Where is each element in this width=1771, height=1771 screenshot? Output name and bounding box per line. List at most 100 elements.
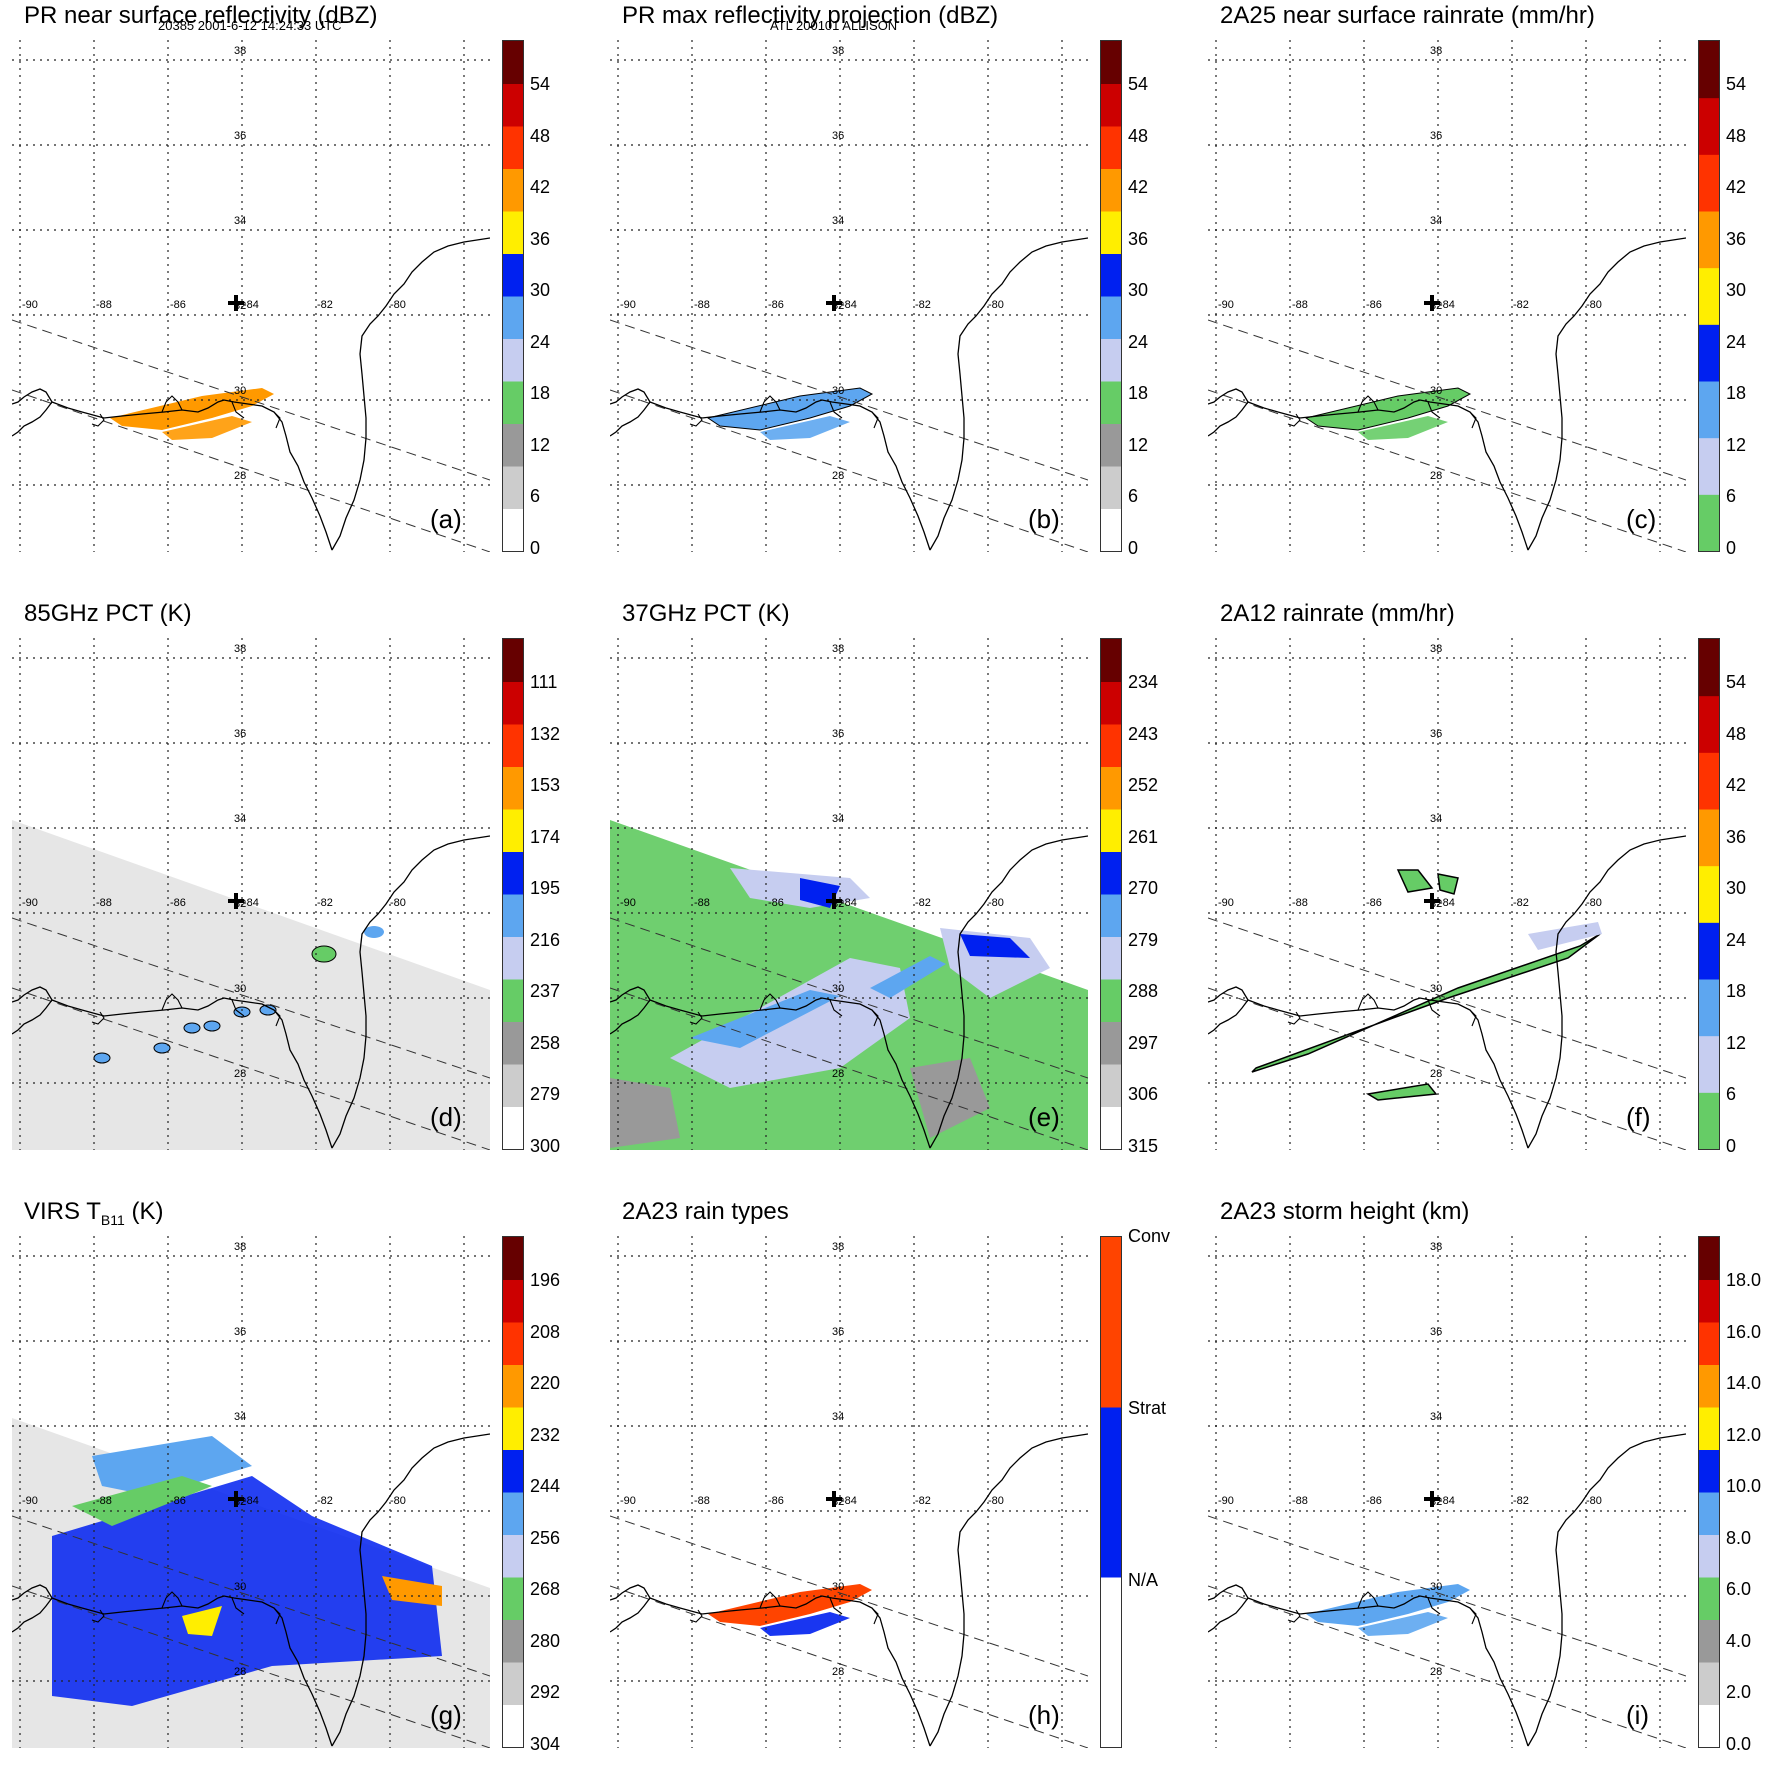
lon-label: -84 <box>243 897 259 909</box>
colorbar-tick-label: N/A <box>1128 1570 1159 1590</box>
colorbar-tick-label: 288 <box>1128 981 1159 1001</box>
lon-label: -90 <box>620 897 636 909</box>
lat-label: 34 <box>234 215 246 227</box>
lat-label: 30 <box>234 1581 246 1593</box>
colorbar-segment <box>1101 381 1121 424</box>
colorbar-segment <box>503 1364 523 1408</box>
panel-label: (e) <box>1028 1102 1060 1132</box>
lat-label: 36 <box>1430 1326 1442 1338</box>
colorbar-tick-label: 30 <box>530 280 551 300</box>
colorbar-tick-label: 258 <box>530 1032 561 1053</box>
colorbar-segment <box>503 724 523 767</box>
colorbar-segment <box>503 809 523 852</box>
colorbar-segment <box>1699 865 1719 923</box>
colorbar-segment <box>1699 1279 1719 1323</box>
lon-label: -88 <box>1292 299 1308 311</box>
lat-label: 32 <box>234 898 246 910</box>
colorbar-tick-label: 48 <box>1128 125 1149 146</box>
map-area: -90 -88 -86 -84 -82 -80 38 36 34 32 30 28 <box>12 1236 490 1748</box>
lat-label: 38 <box>234 643 246 655</box>
colorbar-segment <box>1699 1492 1719 1535</box>
lat-label: 32 <box>832 898 844 910</box>
colorbar-tick-label: 306 <box>1128 1084 1159 1104</box>
colorbar-segment <box>1699 41 1719 99</box>
colorbar-segment <box>503 1237 523 1280</box>
colorbar-tick-label: 196 <box>530 1270 561 1290</box>
colorbar-segment <box>503 936 523 980</box>
lat-label: 30 <box>1430 385 1442 397</box>
colorbar-segment <box>503 979 523 1022</box>
lat-label: 30 <box>832 1581 844 1593</box>
colorbar-segment <box>503 1492 523 1535</box>
lat-label: 28 <box>234 470 246 482</box>
lon-label: -90 <box>22 897 38 909</box>
storm-header: ATL 200101 ALLISON <box>770 18 898 33</box>
lon-label: -80 <box>390 1495 406 1507</box>
colorbar-segment <box>1101 1021 1121 1065</box>
colorbar-segment <box>1699 1364 1719 1408</box>
colorbar <box>1100 40 1122 552</box>
colorbar-segment <box>1699 1662 1719 1705</box>
colorbar-tick-label: 232 <box>530 1424 561 1445</box>
colorbar-tick-label: 18 <box>530 383 551 403</box>
colorbar-tick-label: 14.0 <box>1726 1373 1762 1393</box>
colorbar-tick-label: 36 <box>530 228 551 249</box>
colorbar-tick-label: 12.0 <box>1726 1424 1762 1445</box>
lon-label: -82 <box>915 299 931 311</box>
colorbar-segment <box>1101 809 1121 852</box>
colorbar-segment <box>1699 979 1719 1037</box>
lon-label: -90 <box>22 299 38 311</box>
colorbar <box>1100 1236 1122 1748</box>
colorbar-segment <box>1101 168 1121 212</box>
panel-label: (f) <box>1626 1102 1651 1132</box>
colorbar-tick-label: 36 <box>1726 826 1747 847</box>
colorbar-tick-label: 153 <box>530 775 561 795</box>
panel-label: (g) <box>430 1700 462 1730</box>
lon-label: -90 <box>22 1495 38 1507</box>
lon-label: -88 <box>96 299 112 311</box>
lon-label: -90 <box>1218 1495 1234 1507</box>
map-area: -90 -88 -86 -84 -82 -80 38 36 34 32 30 28 <box>610 638 1088 1150</box>
lat-label: 30 <box>1430 983 1442 995</box>
colorbar-segment <box>1101 936 1121 980</box>
lat-label: 36 <box>832 728 844 740</box>
lat-label: 34 <box>1430 215 1442 227</box>
colorbar-segment <box>1101 724 1121 767</box>
lat-label: 28 <box>234 1666 246 1678</box>
panel-title: 37GHz PCT (K) <box>622 600 790 627</box>
map-panel-d: -90 -88 -86 -84 -82 -80 38 36 34 32 30 28 85GHz PCT … <box>0 598 560 1158</box>
colorbar <box>502 40 524 552</box>
colorbar-segment <box>503 894 523 937</box>
lon-label: -84 <box>841 299 857 311</box>
lat-label: 32 <box>234 1496 246 1508</box>
lon-label: -86 <box>170 299 186 311</box>
colorbar-segment <box>503 83 523 127</box>
colorbar-tick-label: 0 <box>530 537 541 558</box>
colorbar-tick-label: 8.0 <box>1726 1527 1752 1548</box>
map-panel-a: -90 -88 -86 -84 -82 -80 38 36 34 32 30 28 PR near su… <box>0 0 560 560</box>
map-area: -90 -88 -86 -84 -82 -80 38 36 34 32 30 28 <box>12 40 490 552</box>
colorbar-segment <box>503 41 523 84</box>
lon-label: -86 <box>768 897 784 909</box>
colorbar-tick-label: 54 <box>1128 74 1149 94</box>
panel-title: 85GHz PCT (K) <box>24 600 192 627</box>
lon-label: -86 <box>768 299 784 311</box>
colorbar-tick-label: 279 <box>530 1084 561 1104</box>
colorbar-segment <box>1699 1704 1719 1747</box>
lon-label: -84 <box>841 897 857 909</box>
colorbar-segment <box>1101 894 1121 937</box>
lon-label: -88 <box>96 1495 112 1507</box>
lon-label: -90 <box>620 1495 636 1507</box>
lon-label: -80 <box>1586 299 1602 311</box>
colorbar-segment <box>503 1407 523 1450</box>
map-panel-b: -90 -88 -86 -84 -82 -80 38 36 34 32 30 28 PR max ref… <box>598 0 1158 560</box>
panel-label: (i) <box>1626 1700 1650 1730</box>
colorbar-segment <box>1699 1577 1719 1620</box>
colorbar-segment <box>1699 752 1719 810</box>
colorbar-tick-label: 0.0 <box>1726 1733 1752 1754</box>
lat-label: 38 <box>234 45 246 57</box>
colorbar-tick-label: 6 <box>1128 486 1139 506</box>
colorbar-tick-label: 4.0 <box>1726 1630 1752 1651</box>
colorbar-segment <box>1699 1619 1719 1663</box>
colorbar-tick-label: 30 <box>1726 280 1747 300</box>
